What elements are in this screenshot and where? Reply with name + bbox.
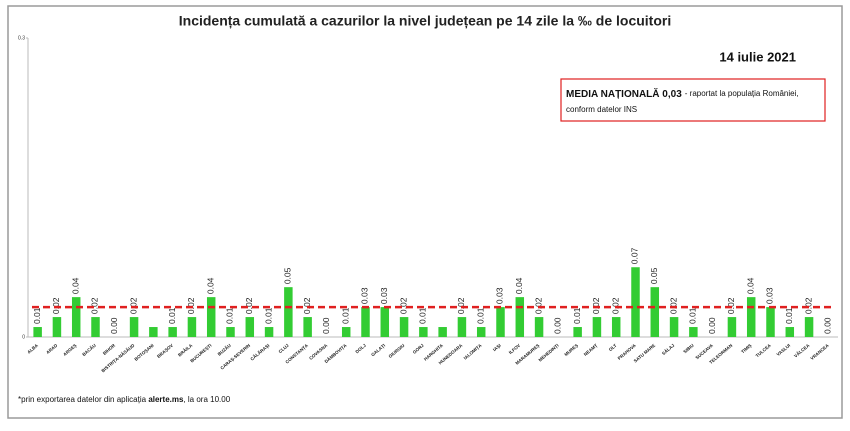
value-label: 0.01 (475, 307, 485, 324)
value-label: 0.02 (726, 297, 736, 314)
chart-title: Incidența cumulată a cazurilor la nivel … (179, 13, 671, 29)
bar (689, 327, 698, 337)
value-label: 0.07 (630, 247, 640, 264)
average-label: MEDIA NAȚIONALĂ 0,03 (566, 87, 682, 100)
bar (766, 307, 775, 337)
value-label: 0.00 (321, 317, 331, 334)
bar (457, 317, 467, 337)
bar (168, 327, 177, 337)
bar (438, 327, 447, 337)
bar (534, 317, 544, 337)
value-label: 0.01 (418, 307, 428, 324)
average-box (560, 78, 826, 122)
value-label: 0.01 (340, 307, 350, 324)
value-label: 0.01 (572, 307, 582, 324)
value-label: 0.00 (823, 317, 833, 334)
value-label: 0.02 (803, 297, 813, 314)
bar (746, 297, 756, 337)
value-label: 0.02 (51, 297, 61, 314)
bar (245, 317, 255, 337)
bar (727, 317, 737, 337)
footnote: *prin exportarea datelor din aplicația a… (18, 395, 231, 404)
value-label: 0.02 (610, 297, 620, 314)
value-label: 0.04 (514, 277, 524, 294)
bar (650, 287, 660, 337)
value-label: 0.03 (379, 287, 389, 304)
bar (71, 297, 81, 337)
average-text: MEDIA NAȚIONALĂ 0,03- raportat la popula… (566, 87, 799, 100)
value-label: 0.03 (495, 287, 505, 304)
value-label: 0.00 (553, 317, 563, 334)
bar (226, 327, 235, 337)
x-tick-label: IAȘI (492, 343, 503, 353)
bar (631, 267, 640, 337)
value-label: 0.04 (205, 277, 215, 294)
bar (52, 317, 62, 337)
frame (7, 5, 843, 419)
value-label: 0.05 (649, 267, 659, 284)
bar (361, 307, 370, 337)
y-tick-label: 0 (22, 334, 25, 340)
bar (419, 327, 428, 337)
average-note: conform datelor INS (566, 105, 637, 114)
value-label: 0.04 (745, 277, 755, 294)
x-tick-label: DOLJ (354, 343, 367, 355)
value-label: 0.01 (263, 307, 273, 324)
bar (206, 297, 216, 337)
bar (592, 317, 602, 337)
bar (380, 307, 390, 337)
bar (33, 327, 42, 337)
value-label: 0.02 (398, 297, 408, 314)
x-tick-label: CLUJ (278, 343, 291, 355)
value-label: 0.02 (90, 297, 100, 314)
bar (399, 317, 409, 337)
bar (303, 317, 312, 337)
value-label: 0.02 (244, 297, 254, 314)
bar (91, 317, 100, 337)
value-label: 0.00 (707, 317, 717, 334)
value-label: 0.05 (283, 267, 293, 284)
bar (785, 327, 795, 337)
value-label: 0.02 (533, 297, 543, 314)
bar (129, 317, 139, 337)
value-label: 0.02 (302, 297, 312, 314)
footnote-part: *prin exportarea datelor din aplicația (18, 395, 148, 404)
bar (284, 287, 293, 337)
value-label: 0.02 (186, 297, 196, 314)
y-tick-label: 0.3 (18, 35, 25, 41)
value-label: 0.03 (765, 287, 775, 304)
value-label: 0.01 (784, 307, 794, 324)
value-label: 0.01 (225, 307, 235, 324)
value-label: 0.02 (128, 297, 138, 314)
average-note: - raportat la populația României, (685, 89, 799, 98)
chart-date: 14 iulie 2021 (719, 49, 796, 64)
bar (611, 317, 621, 337)
value-label: 0.02 (591, 297, 601, 314)
value-label: 0.02 (668, 297, 678, 314)
bar (264, 327, 274, 337)
value-label: 0.02 (456, 297, 466, 314)
value-label: 0.03 (360, 287, 370, 304)
value-label: 0.01 (32, 307, 42, 324)
x-tick-label: OLT (608, 343, 618, 353)
value-label: 0.01 (688, 307, 698, 324)
x-tick-label: SIBIU (682, 343, 694, 355)
value-label: 0.01 (167, 307, 177, 324)
bar (573, 327, 582, 337)
bar (496, 307, 505, 337)
value-label: 0.00 (109, 317, 119, 334)
footnote-part: , la ora 10.00 (183, 395, 230, 404)
bar (187, 317, 197, 337)
bar (149, 327, 158, 337)
footnote-part: alerte.ms (148, 395, 184, 404)
bar (515, 297, 525, 337)
value-label: 0.04 (70, 277, 80, 294)
bar (476, 327, 486, 337)
bar (804, 317, 814, 337)
bar (341, 327, 351, 337)
bar (669, 317, 679, 337)
